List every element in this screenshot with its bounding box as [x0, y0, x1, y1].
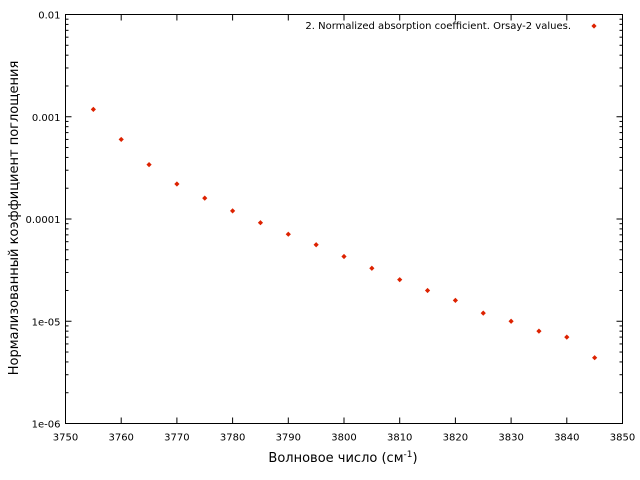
- data-point: [230, 208, 236, 214]
- x-tick-label: 3850: [610, 433, 635, 444]
- data-point: [174, 181, 180, 187]
- data-point: [90, 106, 96, 113]
- y-tick-label: 1e-05: [32, 317, 61, 328]
- data-point: [452, 297, 458, 303]
- data-points: [90, 106, 598, 361]
- data-point: [369, 265, 375, 271]
- plot-frame: [65, 14, 623, 424]
- data-point: [424, 287, 431, 294]
- x-tick-label: 3770: [164, 433, 189, 444]
- x-tick-label: 3750: [53, 433, 78, 444]
- data-point: [313, 242, 319, 248]
- legend: 2. Normalized absorption coefficient. Or…: [305, 21, 597, 32]
- x-tick-label: 3800: [331, 433, 356, 444]
- data-point: [397, 277, 403, 283]
- y-axis-label: Нормализованный коэффициент поглощения: [7, 61, 22, 376]
- x-tick-label: 3790: [276, 433, 301, 444]
- data-point: [592, 355, 598, 361]
- y-tick-label: 0.0001: [26, 215, 61, 226]
- legend-entry-label: 2. Normalized absorption coefficient. Or…: [305, 21, 571, 32]
- data-point: [341, 253, 347, 260]
- x-tick-label: 3820: [443, 433, 468, 444]
- data-point: [480, 310, 486, 316]
- data-point: [257, 220, 264, 226]
- x-tick-label: 3810: [387, 433, 412, 444]
- legend-marker: [591, 23, 597, 29]
- data-point: [202, 195, 208, 201]
- y-tick-label: 1e-06: [32, 420, 61, 431]
- y-tick-label: 0.01: [38, 11, 60, 22]
- data-point: [118, 136, 124, 143]
- x-tick-label: 3830: [498, 433, 523, 444]
- tick-labels: 3750 3760 3770 3780 3790 3800 3810 3820 3830 3840…: [26, 11, 636, 444]
- data-point: [508, 318, 514, 324]
- data-point: [146, 162, 152, 168]
- data-point: [564, 334, 570, 340]
- data-point: [536, 328, 542, 334]
- x-axis-label: Волновое число (см-1): [268, 450, 417, 466]
- axis-ticks: [65, 14, 623, 424]
- x-tick-label: 3760: [108, 433, 133, 444]
- y-tick-label: 0.001: [32, 113, 61, 124]
- x-tick-label: 3840: [554, 433, 579, 444]
- x-tick-label: 3780: [220, 433, 245, 444]
- data-point: [285, 231, 291, 237]
